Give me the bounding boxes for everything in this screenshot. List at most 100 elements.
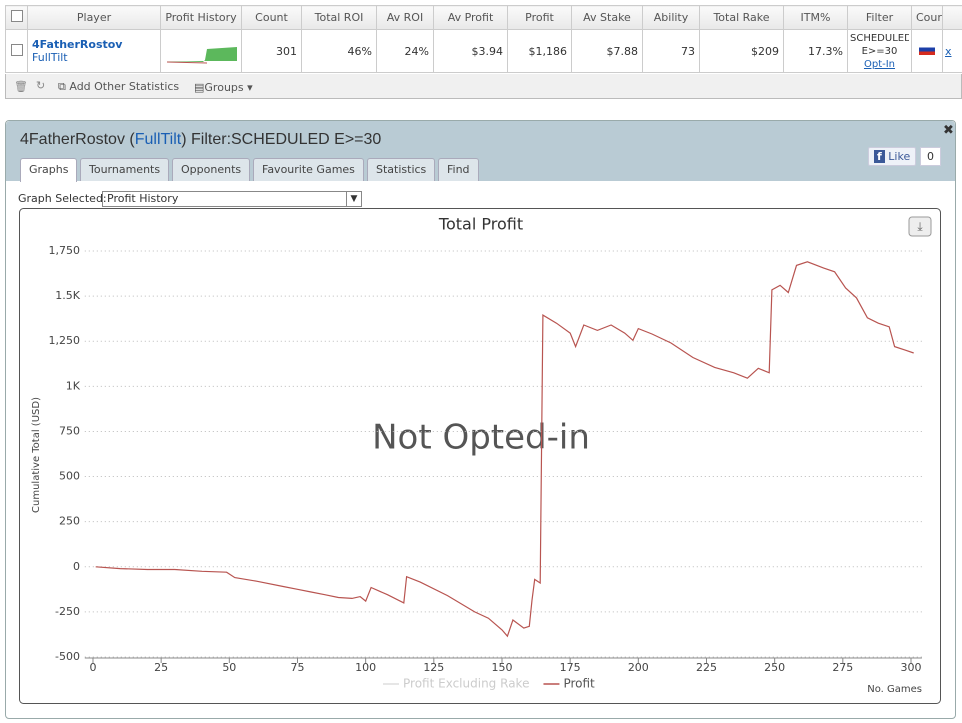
stats-table: Player Profit History Count Total ROI Av ROI…: [5, 5, 962, 73]
x-tick-label: 275: [832, 661, 853, 674]
svg-text:⤓: ⤓: [917, 220, 923, 234]
profit-history-sparkline: [160, 29, 242, 73]
x-axis-label: No. Games: [867, 684, 922, 695]
title-player: 4FatherRostov (: [20, 131, 135, 148]
x-tick-label: 175: [560, 661, 581, 674]
x-tick-label: 250: [764, 661, 785, 674]
title-network[interactable]: FullTilt: [134, 131, 182, 148]
column-header[interactable]: Profit History: [160, 5, 242, 30]
toolbar: 🗑 ↻ ⧉ Add Other Statistics ▤Groups ▾: [5, 74, 962, 99]
checkbox[interactable]: [10, 43, 23, 56]
like-count: 0: [920, 147, 941, 166]
stat-cell: $3.94: [433, 29, 508, 73]
y-tick-label: 1,750: [49, 244, 81, 257]
remove-cell: x: [942, 29, 962, 73]
panel-title: 4FatherRostov (FullTilt) Filter:SCHEDULE…: [20, 131, 381, 149]
column-header[interactable]: Profit: [507, 5, 572, 30]
chart-title: Total Profit: [438, 215, 523, 234]
stat-cell: $7.88: [571, 29, 643, 73]
watermark: Not Opted-in: [372, 418, 590, 458]
refresh-icon[interactable]: ↻: [36, 79, 46, 92]
stat-cell: 17.3%: [783, 29, 848, 73]
header-row: Player Profit History Count Total ROI Av ROI…: [5, 5, 962, 30]
column-header-extra: [942, 5, 962, 30]
graph-select-value: Profit History: [107, 192, 179, 205]
groups-label: Groups: [204, 81, 244, 94]
column-header[interactable]: Total Rake: [699, 5, 784, 30]
select-all[interactable]: [5, 5, 28, 30]
x-tick-label: 150: [491, 661, 512, 674]
x-tick-label: 125: [423, 661, 444, 674]
x-tick-label: 100: [355, 661, 376, 674]
graph-select[interactable]: Profit History ▼: [102, 191, 362, 207]
stat-cell: 46%: [301, 29, 377, 73]
filter-text: E>=30: [861, 45, 898, 57]
x-tick-label: 75: [290, 661, 304, 674]
filter-text: SCHEDULED: [850, 32, 909, 44]
column-header[interactable]: Player: [27, 5, 161, 30]
opt-in-link[interactable]: Opt-In: [863, 58, 896, 70]
column-header[interactable]: Av Profit: [433, 5, 508, 30]
tab[interactable]: Favourite Games: [253, 158, 364, 181]
stat-cell: 301: [241, 29, 302, 73]
filter-cell: SCHEDULED E>=30 Opt-In: [847, 29, 912, 73]
column-header[interactable]: Total ROI: [301, 5, 377, 30]
tab[interactable]: Find: [438, 158, 479, 181]
legend-entry[interactable]: Profit: [563, 677, 595, 691]
tab[interactable]: Opponents: [172, 158, 251, 181]
stat-cell: $209: [699, 29, 784, 73]
close-button[interactable]: ✖: [943, 123, 954, 138]
profit-line: [95, 261, 914, 638]
sparkline: [166, 46, 237, 63]
y-tick-label: 0: [73, 560, 80, 573]
y-tick-label: -500: [55, 650, 80, 663]
y-tick-label: 1K: [66, 379, 81, 392]
add-stats[interactable]: ⧉ Add Other Statistics: [58, 80, 180, 93]
column-header[interactable]: Count: [241, 5, 302, 30]
column-header[interactable]: Cour: [911, 5, 943, 30]
remove-link[interactable]: x: [945, 44, 952, 58]
x-tick-label: 200: [628, 661, 649, 674]
tab[interactable]: Statistics: [367, 158, 436, 181]
title-filter: ) Filter:SCHEDULED E>=30: [181, 131, 382, 148]
column-header[interactable]: Av Stake: [571, 5, 643, 30]
player-name[interactable]: 4FatherRostov: [32, 38, 123, 51]
tab[interactable]: Tournaments: [80, 158, 170, 181]
y-tick-label: 1.5K: [55, 289, 80, 302]
column-header[interactable]: Ability: [642, 5, 700, 30]
delete-icon[interactable]: 🗑: [14, 80, 28, 93]
stat-cell: 24%: [376, 29, 434, 73]
y-tick-label: 500: [59, 470, 80, 483]
column-header[interactable]: ITM%: [783, 5, 848, 30]
y-tick-label: 750: [59, 424, 80, 437]
column-header[interactable]: Av ROI: [376, 5, 434, 30]
x-tick-label: 25: [154, 661, 168, 674]
player-cell: 4FatherRostov FullTilt: [27, 29, 161, 73]
y-tick-label: -250: [55, 605, 80, 618]
stat-cell: 73: [642, 29, 700, 73]
stat-cell: $1,186: [507, 29, 572, 73]
y-tick-label: 1,250: [49, 334, 81, 347]
player-network: FullTilt: [32, 51, 68, 64]
x-tick-label: 225: [696, 661, 717, 674]
download-button[interactable]: ⤓: [908, 216, 932, 237]
legend-entry[interactable]: Profit Excluding Rake: [403, 677, 529, 691]
like-button[interactable]: f Like: [868, 147, 917, 166]
row-select: [5, 29, 28, 73]
country-flag: [911, 29, 943, 73]
flag: [919, 44, 935, 55]
column-header[interactable]: Filter: [847, 5, 912, 30]
y-axis-label: Cumulative Total (USD): [31, 397, 42, 513]
x-tick-label: 0: [89, 661, 96, 674]
y-tick-label: 250: [59, 515, 80, 528]
tab[interactable]: Graphs: [20, 158, 78, 182]
graph-selected-label: Graph Selected:: [18, 192, 107, 205]
chart: Total Profit Not Opted-in Cumulative Tot…: [19, 208, 941, 704]
x-tick-label: 300: [900, 661, 921, 674]
data-row: 4FatherRostov FullTilt 301 46% 24% $3.94 $1,18…: [5, 29, 962, 73]
groups[interactable]: ▤Groups ▾: [194, 81, 253, 94]
like-label: Like: [888, 150, 911, 163]
add-stats-label: Add Other Statistics: [69, 80, 180, 93]
x-tick-label: 50: [222, 661, 236, 674]
